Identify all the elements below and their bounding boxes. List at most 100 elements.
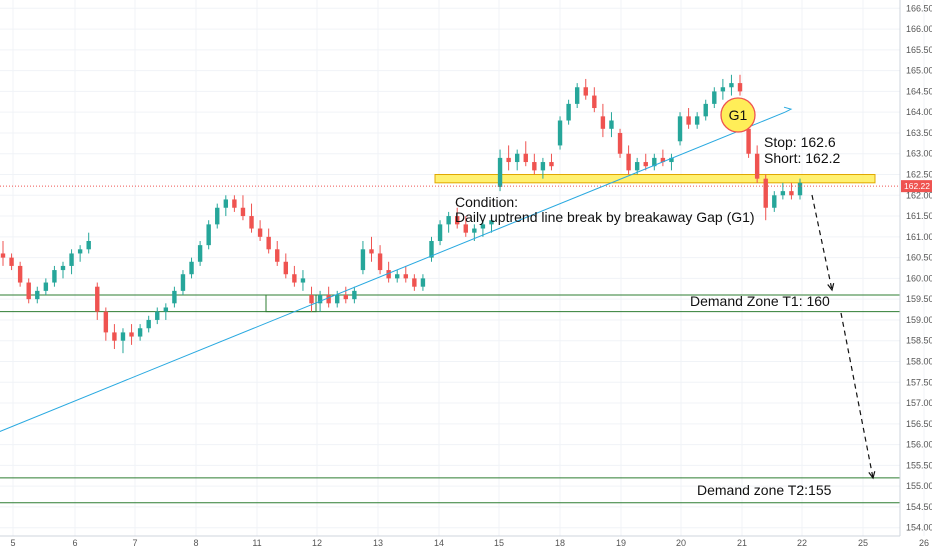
candle-body — [729, 83, 734, 88]
candle-body — [634, 162, 640, 171]
x-tick-label: 25 — [858, 538, 868, 548]
x-tick-label: 11 — [252, 538, 261, 548]
candle-body — [352, 290, 357, 300]
y-tick-label: 160.00 — [906, 273, 932, 283]
candle-body — [652, 157, 657, 167]
candle-body — [95, 286, 100, 312]
candle-body — [720, 87, 726, 92]
candle-body — [772, 195, 777, 208]
projection-arrow-t2 — [840, 312, 874, 479]
candle-body — [532, 162, 537, 171]
candle-body — [592, 95, 597, 109]
y-tick-label: 156.00 — [906, 440, 932, 450]
demand-zone-t1-box — [265, 294, 317, 313]
candle-body — [77, 249, 83, 254]
candle-body — [497, 157, 503, 187]
candle-body — [377, 253, 383, 271]
candle-body — [463, 224, 468, 233]
candle-body — [797, 182, 803, 196]
candle-body — [155, 311, 160, 320]
demand-zone-t2-label: Demand zone T2:155 — [697, 482, 832, 498]
candle-body — [35, 290, 40, 300]
projection-arrow-t1-head — [827, 283, 835, 292]
y-tick-label: 155.50 — [906, 460, 932, 470]
x-tick-label: 14 — [434, 538, 444, 548]
stop-label: Stop: 162.6 — [764, 134, 836, 150]
candle-body — [386, 270, 391, 279]
x-tick-label: 26 — [919, 538, 929, 548]
resistance-band — [434, 174, 876, 184]
projection-arrow-t1 — [811, 194, 833, 291]
candle-body — [86, 240, 91, 250]
x-tick-label: 22 — [797, 538, 807, 548]
condition-text: Daily uptrend line break by breakaway Ga… — [455, 209, 755, 225]
candle-body — [112, 332, 117, 341]
candle-body — [746, 128, 751, 154]
candle-body — [669, 157, 674, 163]
candle-body — [754, 153, 760, 179]
candle-body — [360, 249, 366, 271]
y-tick-label: 156.50 — [906, 419, 932, 429]
x-tick-label: 7 — [132, 538, 137, 548]
y-tick-label: 157.50 — [906, 377, 932, 387]
candle-body — [780, 191, 786, 196]
candle-body — [403, 274, 408, 279]
y-tick-label: 155.00 — [906, 481, 932, 491]
candle-body — [455, 216, 460, 225]
demand-zone-t1-label: Demand Zone T1: 160 — [690, 293, 830, 309]
candle-body — [26, 282, 31, 300]
candle-body — [43, 282, 49, 291]
g1-marker — [720, 97, 756, 133]
candle-body — [266, 236, 271, 250]
candle-body — [309, 295, 314, 304]
y-tick-label: 165.00 — [906, 66, 932, 76]
y-tick-label: 159.50 — [906, 294, 932, 304]
candle-body — [420, 278, 426, 287]
y-tick-label: 159.00 — [906, 315, 932, 325]
y-tick-label: 154.00 — [906, 523, 932, 533]
candle-body — [600, 116, 606, 129]
candle-body — [686, 116, 691, 125]
candle-body — [523, 153, 528, 163]
candle-body — [103, 311, 109, 333]
y-tick-label: 158.00 — [906, 356, 932, 366]
candle-body — [197, 245, 203, 262]
candle-body — [557, 120, 563, 146]
x-tick-label: 19 — [616, 538, 626, 548]
candle-body — [180, 274, 186, 291]
candle-body — [694, 116, 700, 125]
candle-body — [0, 253, 6, 258]
candle-body — [292, 274, 297, 283]
y-tick-label: 162.50 — [906, 170, 932, 180]
y-tick-label: 161.50 — [906, 211, 932, 221]
candle-body — [549, 162, 554, 167]
candle-body — [163, 307, 169, 312]
y-tick-label: 163.50 — [906, 128, 932, 138]
candle-body — [437, 224, 443, 241]
x-tick-label: 21 — [737, 538, 747, 548]
candle-body — [395, 274, 400, 279]
candle-body — [429, 240, 434, 258]
x-tick-label: 13 — [373, 538, 383, 548]
candle-body — [300, 278, 306, 283]
x-tick-label: 12 — [312, 538, 322, 548]
candle-body — [583, 87, 588, 96]
candle-body — [215, 207, 220, 225]
candle-body — [480, 224, 486, 229]
candle-body — [566, 103, 571, 121]
candle-body — [626, 153, 631, 171]
candle-body — [789, 191, 794, 196]
short-label: Short: 162.2 — [764, 150, 840, 166]
candle-body — [703, 103, 708, 117]
x-tick-label: 18 — [555, 538, 565, 548]
candle-body — [335, 295, 340, 304]
current-price-label: 162.22 — [904, 181, 930, 191]
trendline — [0, 111, 786, 432]
condition-title: Condition: — [455, 194, 518, 210]
x-tick-label: 8 — [193, 538, 198, 548]
candle-body — [472, 228, 477, 233]
x-tick-label: 20 — [676, 538, 686, 548]
y-tick-label: 154.50 — [906, 502, 932, 512]
candle-body — [412, 278, 417, 287]
y-tick-label: 164.50 — [906, 86, 932, 96]
